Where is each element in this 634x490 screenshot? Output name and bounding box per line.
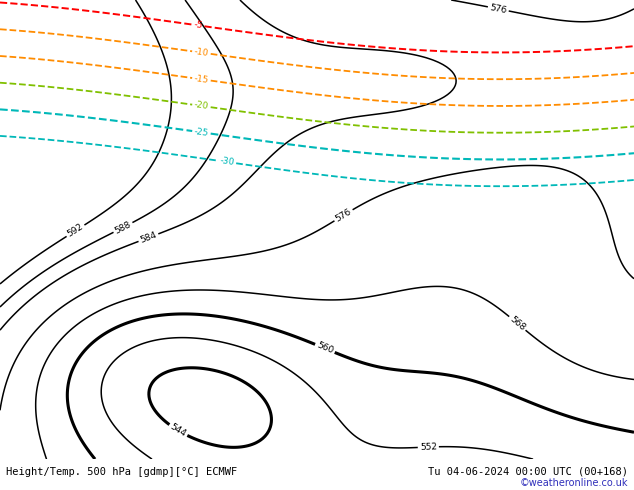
Text: 588: 588 (113, 220, 133, 235)
Text: -5: -5 (193, 20, 203, 30)
Text: -10: -10 (193, 47, 209, 58)
Text: -15: -15 (193, 74, 209, 85)
Text: Height/Temp. 500 hPa [gdmp][°C] ECMWF: Height/Temp. 500 hPa [gdmp][°C] ECMWF (6, 467, 238, 477)
Text: -25: -25 (193, 127, 209, 138)
Text: 560: 560 (315, 341, 335, 356)
Text: 576: 576 (489, 3, 508, 15)
Text: 544: 544 (169, 422, 188, 439)
Text: -20: -20 (193, 100, 209, 111)
Text: 584: 584 (139, 230, 158, 245)
Text: 552: 552 (420, 442, 437, 452)
Text: ©weatheronline.co.uk: ©weatheronline.co.uk (519, 478, 628, 489)
Text: 568: 568 (508, 315, 527, 332)
Text: 592: 592 (66, 222, 85, 239)
Text: Tu 04-06-2024 00:00 UTC (00+168): Tu 04-06-2024 00:00 UTC (00+168) (428, 467, 628, 477)
Text: 576: 576 (333, 207, 353, 223)
Text: -30: -30 (219, 156, 235, 168)
